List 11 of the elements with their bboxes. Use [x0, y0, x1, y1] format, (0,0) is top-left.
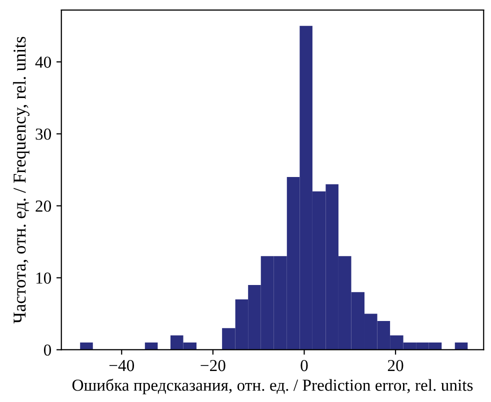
x-tick-label: −40: [109, 360, 134, 372]
x-axis-title: Ошибка предсказания, отн. ед. / Prediction error, rel. units: [72, 378, 473, 394]
y-tick-label: 20: [36, 200, 52, 212]
y-tick-label: 40: [35, 56, 52, 68]
x-tick-label: 20: [388, 360, 404, 372]
y-tick-label: 0: [44, 344, 52, 356]
x-tick-label: −20: [200, 360, 226, 372]
y-tick-label: 10: [36, 272, 52, 284]
y-tick-label: 30: [36, 128, 52, 140]
y-axis-title: Частота, отн. ед. / Frequency, rel. units: [13, 36, 30, 324]
x-tick-label: 0: [300, 360, 308, 372]
